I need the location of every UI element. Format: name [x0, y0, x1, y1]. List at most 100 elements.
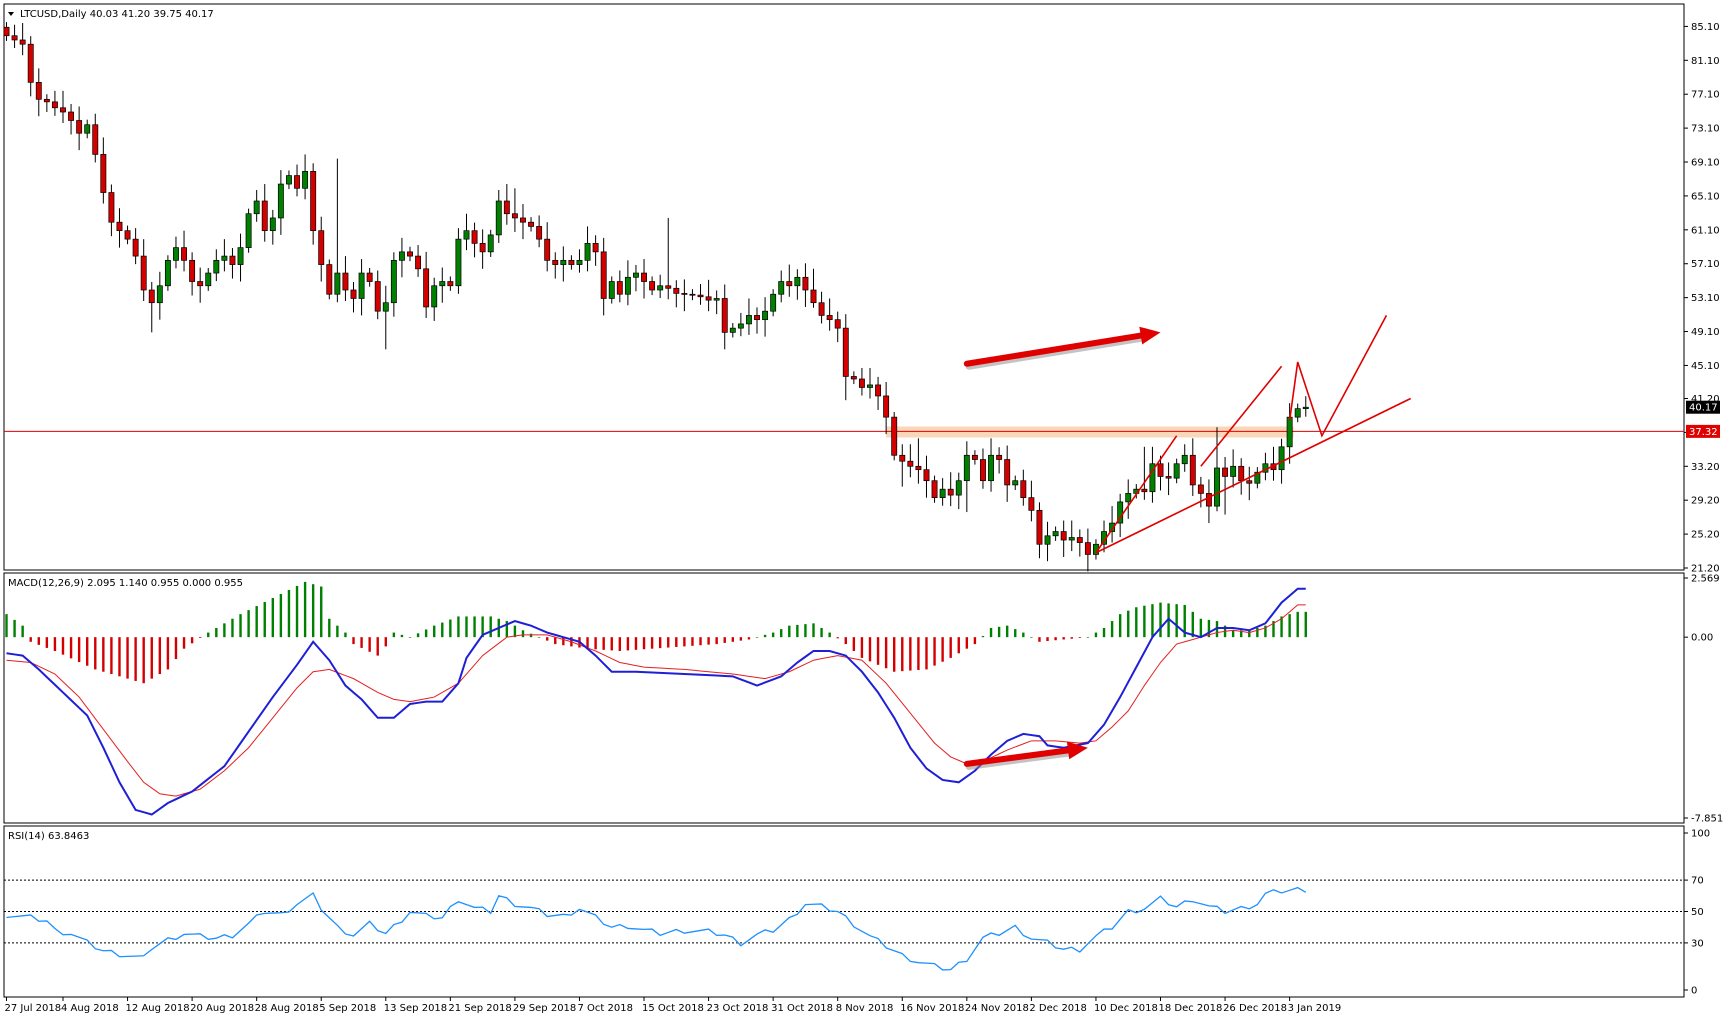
macd-histogram-bar — [731, 637, 734, 642]
macd-tick-label: 0.00 — [1691, 633, 1713, 644]
macd-histogram-bar — [949, 637, 952, 658]
candle-body — [737, 323, 744, 329]
candle-body — [729, 327, 736, 333]
rsi-tick-label: 0 — [1691, 986, 1697, 997]
candle-body — [68, 111, 75, 121]
macd-histogram-bar — [1014, 629, 1017, 638]
macd-histogram-bar — [1215, 621, 1219, 638]
candle-body — [342, 272, 349, 291]
time-tick-label: 24 Nov 2018 — [965, 1003, 1029, 1014]
candle-body — [124, 230, 131, 240]
macd-signal-line — [6, 604, 1306, 797]
time-tick-label: 21 Sep 2018 — [448, 1003, 511, 1014]
time-axis: 27 Jul 2018 4 Aug 2018 12 Aug 2018 20 Aug 2… — [5, 997, 1342, 1014]
macd-histogram-bar — [675, 637, 678, 647]
macd-histogram-bar — [933, 637, 936, 666]
collapse-triangle-icon[interactable] — [8, 12, 14, 16]
candle-body — [673, 287, 680, 294]
macd-histogram-bar — [231, 618, 234, 638]
macd-histogram-bar — [433, 625, 436, 638]
candle-body — [407, 251, 413, 257]
candle-body — [156, 285, 163, 304]
candle-body — [875, 384, 882, 397]
macd-histogram-bar — [1272, 621, 1275, 638]
candle-body — [778, 281, 785, 295]
candle-body — [221, 255, 228, 261]
macd-histogram-bar — [771, 632, 775, 638]
candle-body — [1189, 454, 1196, 486]
candle-body — [334, 272, 341, 295]
macd-histogram-bar — [1248, 630, 1251, 638]
candle-body — [1149, 463, 1156, 493]
candle-body — [1278, 446, 1285, 471]
macd-histogram-bar — [295, 585, 299, 638]
candle-body — [326, 264, 333, 295]
price-tick-label: 69.10 — [1691, 158, 1720, 169]
macd-histogram-bar — [94, 637, 97, 670]
macd-histogram-bar — [5, 614, 8, 638]
candle-body — [1084, 542, 1091, 555]
rsi-axis: 100 70 50 30 0 — [1684, 829, 1710, 997]
macd-histogram-bar — [21, 625, 24, 638]
macd-histogram-bar — [780, 629, 783, 638]
trend-arrow-shaft — [963, 332, 1144, 367]
candle-body — [1222, 467, 1229, 477]
candle-body — [850, 376, 857, 380]
macd-histogram-bar — [77, 637, 81, 663]
candle-body — [681, 293, 688, 295]
candle-body — [608, 281, 615, 299]
candle-body — [116, 221, 123, 232]
macd-histogram-bar — [328, 618, 331, 638]
macd-pane-title: MACD(12,26,9) 2.095 1.140 0.955 0.000 0.… — [8, 578, 243, 589]
candle-body — [511, 213, 518, 219]
macd-histogram-bar — [110, 637, 113, 675]
candle-body — [1165, 476, 1172, 479]
candle-body — [60, 107, 66, 113]
candle-body — [536, 226, 543, 240]
trendline — [1200, 365, 1283, 467]
macd-histogram-bar — [650, 637, 654, 649]
macd-histogram-bar — [279, 593, 283, 638]
time-tick-label: 3 Jan 2019 — [1288, 1003, 1342, 1014]
macd-histogram-bar — [37, 637, 40, 645]
candle-body — [487, 234, 494, 253]
candle-body — [92, 124, 99, 155]
macd-histogram-bar — [941, 637, 944, 662]
candle-body — [132, 238, 139, 257]
candle-body — [495, 200, 502, 236]
candle-body — [358, 272, 365, 299]
macd-histogram-bar — [1167, 603, 1170, 638]
price-tick-label: 65.10 — [1691, 191, 1720, 202]
macd-histogram-bar — [255, 606, 258, 638]
macd-histogram-bar — [1143, 605, 1146, 638]
rsi-tick-label: 100 — [1691, 829, 1710, 840]
macd-histogram-bar — [828, 632, 831, 638]
macd-histogram-bar — [723, 637, 726, 643]
macd-histogram-bar — [1054, 637, 1057, 641]
macd-histogram-bar — [190, 637, 194, 644]
candle-body — [415, 255, 422, 270]
candle-body — [51, 101, 58, 109]
macd-histogram-bar — [29, 637, 32, 642]
candle-body — [770, 293, 777, 312]
macd-histogram-bar — [545, 637, 549, 641]
candle-body — [148, 289, 155, 304]
candle-body — [665, 285, 672, 289]
macd-histogram-bar — [416, 633, 420, 638]
macd-histogram-bar — [336, 625, 339, 638]
candle-body — [1109, 522, 1116, 532]
candle-body — [713, 298, 720, 301]
macd-histogram-bar — [562, 637, 565, 646]
candle-body — [633, 272, 639, 278]
time-tick-label: 4 Aug 2018 — [61, 1003, 119, 1014]
macd-histogram-bar — [812, 623, 815, 638]
candle-body — [858, 378, 865, 388]
candle-body — [19, 39, 26, 45]
macd-histogram-bar — [1151, 604, 1154, 638]
candle-body — [891, 416, 898, 456]
macd-arrow-shadow — [965, 750, 1074, 770]
last-price-label-box — [1686, 400, 1720, 414]
time-tick-label: 8 Nov 2018 — [836, 1003, 894, 1014]
macd-histogram-bar — [884, 637, 888, 669]
candle-body — [1181, 454, 1188, 465]
